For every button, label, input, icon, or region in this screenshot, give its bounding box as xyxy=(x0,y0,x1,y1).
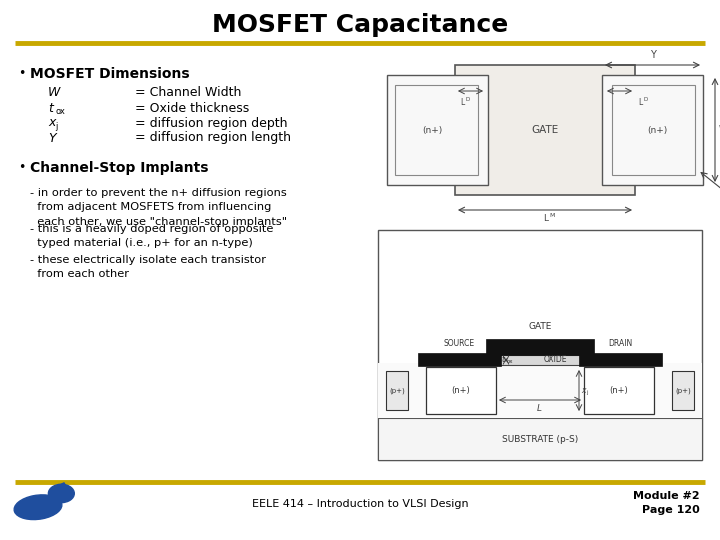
Text: - in order to prevent the n+ diffusion regions
  from adjacent MOSFETS from infl: - in order to prevent the n+ diffusion r… xyxy=(30,188,287,227)
Text: GATE: GATE xyxy=(528,322,552,331)
Text: x: x xyxy=(581,386,585,395)
Text: L: L xyxy=(543,214,548,223)
Bar xyxy=(418,353,501,366)
Text: Y: Y xyxy=(649,50,655,60)
Bar xyxy=(386,371,408,410)
Text: D: D xyxy=(643,97,647,102)
Text: (p+): (p+) xyxy=(675,387,691,394)
Text: - this is a heavily doped region of opposite
  typed material (i.e., p+ for an n: - this is a heavily doped region of oppo… xyxy=(30,224,274,248)
Text: j: j xyxy=(586,390,588,395)
Text: L: L xyxy=(460,98,464,107)
Bar xyxy=(426,367,496,414)
Text: DRAIN: DRAIN xyxy=(608,339,633,348)
Bar xyxy=(378,230,702,460)
Text: - these electrically isolate each transistor
  from each other: - these electrically isolate each transi… xyxy=(30,255,266,279)
Bar xyxy=(455,65,635,195)
Text: SOURCE: SOURCE xyxy=(444,339,475,348)
Bar xyxy=(612,85,695,175)
Text: W: W xyxy=(719,125,720,135)
Text: t: t xyxy=(502,355,505,364)
Text: Module #2: Module #2 xyxy=(634,491,700,501)
Text: Page 120: Page 120 xyxy=(642,505,700,515)
Text: M: M xyxy=(549,213,554,218)
Bar xyxy=(579,353,662,366)
Text: SUBSTRATE (p-S): SUBSTRATE (p-S) xyxy=(502,435,578,443)
Text: = diffusion region length: = diffusion region length xyxy=(135,132,291,145)
Text: x: x xyxy=(48,117,55,130)
Circle shape xyxy=(48,484,74,503)
Text: •: • xyxy=(18,161,25,174)
Text: W: W xyxy=(48,86,60,99)
Text: = Oxide thickness: = Oxide thickness xyxy=(135,102,249,114)
Text: j: j xyxy=(55,122,58,131)
Text: t: t xyxy=(48,102,53,114)
Bar xyxy=(584,367,654,414)
Text: (n+): (n+) xyxy=(451,386,470,395)
Bar xyxy=(602,75,703,185)
Ellipse shape xyxy=(14,495,62,519)
Text: GATE: GATE xyxy=(531,125,559,135)
Text: (n+): (n+) xyxy=(647,125,667,134)
Text: ox: ox xyxy=(507,359,513,364)
Text: (p+): (p+) xyxy=(389,387,405,394)
Polygon shape xyxy=(58,483,68,489)
Bar xyxy=(395,85,478,175)
Text: L: L xyxy=(537,404,542,413)
Text: Channel-Stop Implants: Channel-Stop Implants xyxy=(30,161,209,175)
Text: OXIDE: OXIDE xyxy=(544,355,567,364)
Bar xyxy=(494,355,586,365)
Bar xyxy=(486,339,594,355)
Text: ox: ox xyxy=(55,107,65,116)
Bar xyxy=(387,75,488,185)
Text: (n+): (n+) xyxy=(423,125,443,134)
Text: D: D xyxy=(465,97,469,102)
Text: EELE 414 – Introduction to VLSI Design: EELE 414 – Introduction to VLSI Design xyxy=(252,499,468,509)
Text: = diffusion region depth: = diffusion region depth xyxy=(135,117,287,130)
Bar xyxy=(672,371,694,410)
Text: MOSFET Capacitance: MOSFET Capacitance xyxy=(212,13,508,37)
Text: = Channel Width: = Channel Width xyxy=(135,86,241,99)
Bar xyxy=(378,363,702,418)
Text: Y: Y xyxy=(48,132,55,145)
Text: (n+): (n+) xyxy=(610,386,629,395)
Bar xyxy=(378,418,702,460)
Text: MOSFET Dimensions: MOSFET Dimensions xyxy=(30,67,189,81)
Text: L: L xyxy=(638,98,642,107)
Text: •: • xyxy=(18,68,25,80)
